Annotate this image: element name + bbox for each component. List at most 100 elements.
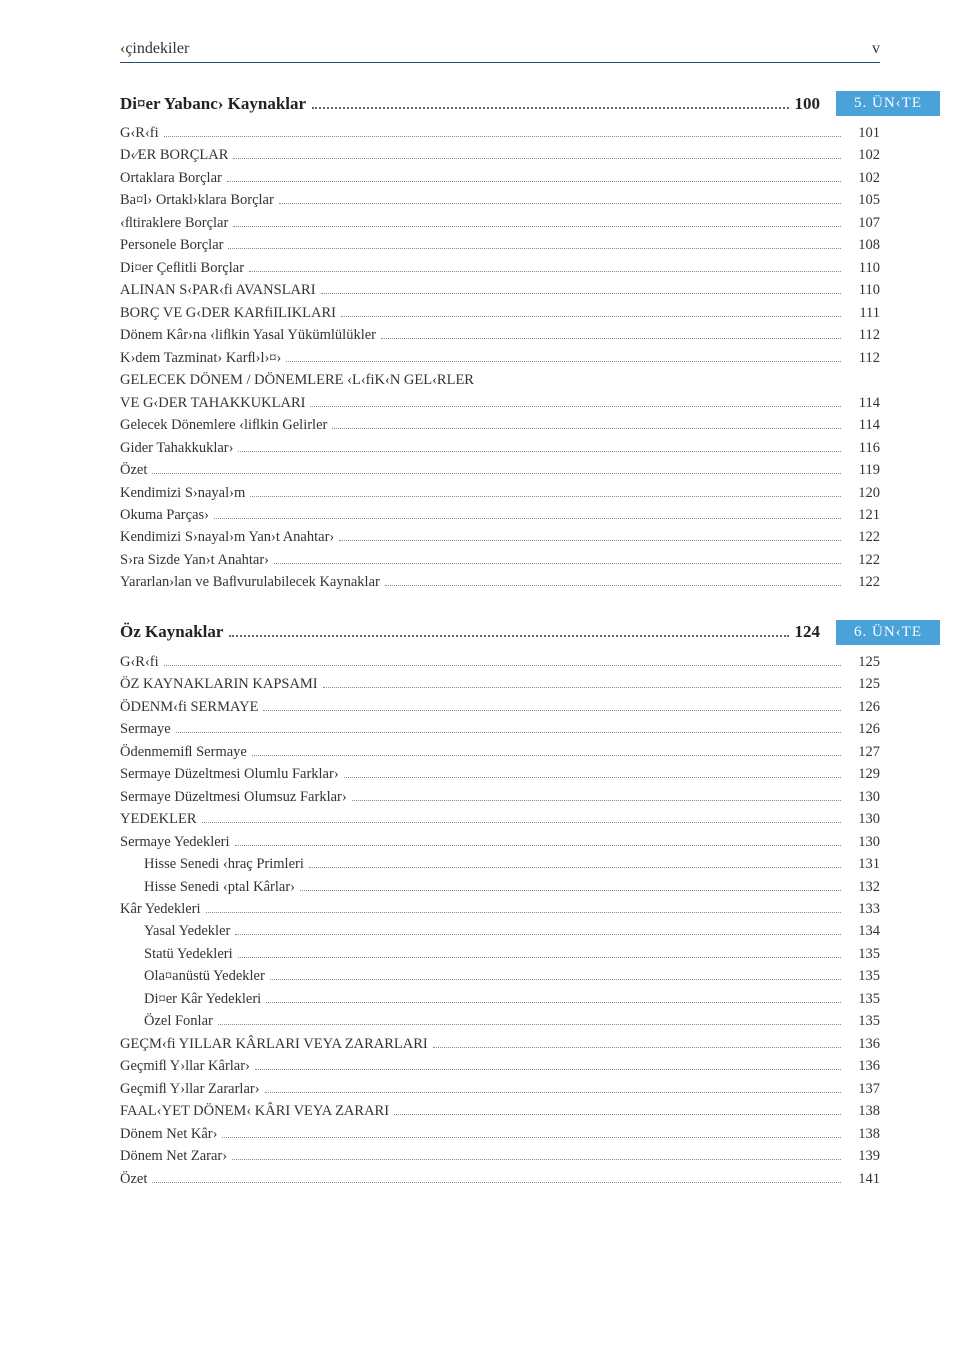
- toc-label: Ödenmemiﬂ Sermaye: [120, 741, 247, 763]
- toc-row: Özet119: [120, 459, 880, 481]
- toc-page: 135: [846, 988, 880, 1010]
- toc-label: Gider Tahakkuklar›: [120, 437, 233, 459]
- leader-dots: [222, 1137, 841, 1138]
- toc-row: Hisse Senedi ‹hraç Primleri 131: [120, 853, 880, 875]
- toc-label: Hisse Senedi ‹hraç Primleri: [144, 853, 304, 875]
- toc-label: K›dem Tazminat› Karﬂ›l›¤›: [120, 347, 281, 369]
- leader-dots: [152, 1182, 841, 1183]
- toc-page: 130: [846, 808, 880, 830]
- leader-dots: [227, 181, 841, 182]
- toc-page: 122: [846, 549, 880, 571]
- toc-page: 136: [846, 1055, 880, 1077]
- toc-row: Di¤er Çeﬂitli Borçlar110: [120, 257, 880, 279]
- toc-label: Dönem Net Kâr›: [120, 1123, 217, 1145]
- toc-label: Gelecek Dönemlere ‹liﬂkin Gelirler: [120, 414, 327, 436]
- toc-page: 121: [846, 504, 880, 526]
- toc-label: Kendimizi S›nayal›m: [120, 482, 245, 504]
- toc-label: Di¤er Kâr Yedekleri: [144, 988, 261, 1010]
- leader-dots: [344, 777, 841, 778]
- leader-dots: [232, 1159, 841, 1160]
- toc-label: BORÇ VE G‹DER KARfiILIKLARI: [120, 302, 336, 324]
- toc-row: Dönem Kâr›na ‹liﬂkin Yasal Yükümlülükler…: [120, 324, 880, 346]
- toc-label: G‹R‹fi: [120, 122, 159, 144]
- leader-dots: [249, 271, 841, 272]
- toc-page: 126: [846, 696, 880, 718]
- toc-label: Özel Fonlar: [144, 1010, 213, 1032]
- toc-row: G‹R‹fi 101: [120, 122, 880, 144]
- toc-row: Personele Borçlar108: [120, 234, 880, 256]
- leader-dots: [263, 710, 841, 711]
- toc-page: 108: [846, 234, 880, 256]
- leader-dots: [300, 890, 841, 891]
- toc-page: 130: [846, 786, 880, 808]
- toc-row: VE G‹DER TAHAKKUKLARI114: [120, 392, 880, 414]
- toc-label: FAAL‹YET DÖNEM‹ KÂRI VEYA ZARARI: [120, 1100, 389, 1122]
- toc-label: Sermaye Düzeltmesi Olumsuz Farklar›: [120, 786, 347, 808]
- toc-row: Ortaklara Borçlar102: [120, 167, 880, 189]
- unit5-page: 100: [795, 94, 821, 114]
- toc-label: VE G‹DER TAHAKKUKLARI: [120, 392, 305, 414]
- unit5-toc-list: G‹R‹fi 101D‹⁄ER BORÇLAR102Ortaklara Borçl…: [120, 122, 880, 594]
- leader-dots: [250, 496, 841, 497]
- toc-row: Kâr Yedekleri133: [120, 898, 880, 920]
- leader-dots: [233, 158, 841, 159]
- toc-label: Özet: [120, 1168, 147, 1190]
- toc-row: Gelecek Dönemlere ‹liﬂkin Gelirler114: [120, 414, 880, 436]
- toc-page: 137: [846, 1078, 880, 1100]
- leader-dots: [235, 934, 841, 935]
- toc-label: Kâr Yedekleri: [120, 898, 201, 920]
- toc-page: 136: [846, 1033, 880, 1055]
- toc-row: ÖZ KAYNAKLARIN KAPSAMI125: [120, 673, 880, 695]
- toc-page: 110: [846, 279, 880, 301]
- toc-page: 122: [846, 526, 880, 548]
- toc-label: Ortaklara Borçlar: [120, 167, 222, 189]
- toc-page: 138: [846, 1123, 880, 1145]
- toc-label: Özet: [120, 459, 147, 481]
- toc-page: 125: [846, 673, 880, 695]
- toc-row: Statü Yedekleri135: [120, 943, 880, 965]
- toc-row: Dönem Net Kâr› 138: [120, 1123, 880, 1145]
- toc-label: Geçmiﬂ Y›llar Zararlar›: [120, 1078, 260, 1100]
- toc-row: S›ra Sizde Yan›t Anahtar›122: [120, 549, 880, 571]
- toc-label: Okuma Parças›: [120, 504, 209, 526]
- toc-page: 125: [846, 651, 880, 673]
- toc-row: D‹⁄ER BORÇLAR102: [120, 144, 880, 166]
- toc-label: Sermaye: [120, 718, 171, 740]
- toc-page: 101: [846, 122, 880, 144]
- page-header: ‹çindekiler v: [120, 40, 880, 63]
- toc-label: Yasal Yedekler: [144, 920, 230, 942]
- unit5-tag: 5. ÜN‹TE: [836, 91, 940, 116]
- toc-page: 126: [846, 718, 880, 740]
- toc-label: YEDEKLER: [120, 808, 197, 830]
- toc-page: 110: [846, 257, 880, 279]
- leader-dots: [218, 1024, 841, 1025]
- toc-label: D‹⁄ER BORÇLAR: [120, 144, 228, 166]
- header-page-number: v: [872, 40, 880, 58]
- leader-dots: [266, 1002, 841, 1003]
- leader-dots: [341, 316, 841, 317]
- toc-label: Hisse Senedi ‹ptal Kârlar›: [144, 876, 295, 898]
- toc-row: Sermaye Düzeltmesi Olumsuz Farklar› 130: [120, 786, 880, 808]
- leader-dots: [238, 451, 841, 452]
- leader-dots: [310, 406, 841, 407]
- toc-row: FAAL‹YET DÖNEM‹ KÂRI VEYA ZARARI138: [120, 1100, 880, 1122]
- toc-page: 141: [846, 1168, 880, 1190]
- toc-row: GEÇM‹fi YILLAR KÂRLARI VEYA ZARARLARI136: [120, 1033, 880, 1055]
- unit5-title-text: Di¤er Yabanc› Kaynaklar: [120, 94, 306, 114]
- toc-page: 116: [846, 437, 880, 459]
- toc-row: Özet 141: [120, 1168, 880, 1190]
- leader-dots: [394, 1114, 841, 1115]
- toc-row: Di¤er Kâr Yedekleri 135: [120, 988, 880, 1010]
- leader-dots: [274, 563, 841, 564]
- toc-row: Yasal Yedekler134: [120, 920, 880, 942]
- toc-page: 120: [846, 482, 880, 504]
- toc-page: 131: [846, 853, 880, 875]
- toc-label: G‹R‹fi: [120, 651, 159, 673]
- toc-page: 135: [846, 965, 880, 987]
- toc-page: 135: [846, 943, 880, 965]
- toc-label: Sermaye Yedekleri: [120, 831, 230, 853]
- leader-dots: [255, 1069, 841, 1070]
- toc-row: ÖDENM‹fi SERMAYE126: [120, 696, 880, 718]
- leader-dots: [270, 979, 841, 980]
- unit5-title-row: Di¤er Yabanc› Kaynaklar 100 5. ÜN‹TE: [120, 91, 880, 116]
